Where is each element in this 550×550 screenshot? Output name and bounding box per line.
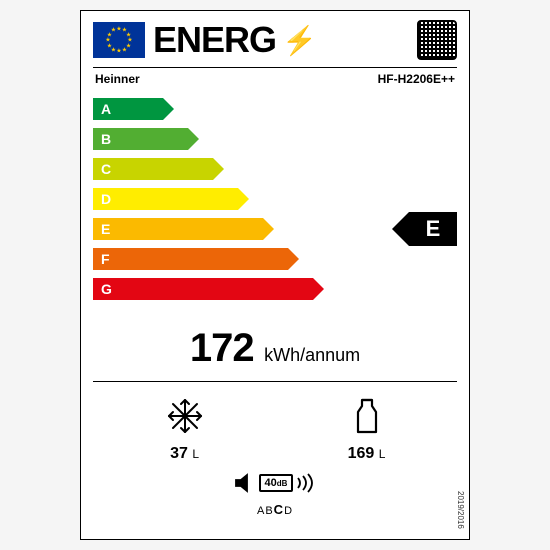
header: ★★★★★★★★★★★★ ENERG ⚡ <box>93 19 457 61</box>
scale-row-a: A <box>93 98 174 120</box>
scale-row-f: F <box>93 248 299 270</box>
freezer-block: 37 L <box>165 396 205 463</box>
noise-classes: ABCD <box>93 502 457 517</box>
model-number: HF-H2206E++ <box>378 72 455 86</box>
fridge-value: 169 <box>348 445 375 462</box>
snowflake-icon <box>165 396 205 436</box>
consumption-unit: kWh/annum <box>264 345 360 365</box>
freezer-unit: L <box>192 447 199 461</box>
noise-unit: dB <box>277 479 288 488</box>
scale-row-e: E <box>93 218 274 240</box>
manufacturer: Heinner <box>95 72 140 86</box>
scale-letter: D <box>93 188 238 210</box>
scale-letter: A <box>93 98 163 120</box>
consumption: 172 kWh/annum <box>93 326 457 382</box>
fridge-unit: L <box>379 447 386 461</box>
fridge-block: 169 L <box>348 396 386 463</box>
scale-row-b: B <box>93 128 199 150</box>
noise-block: 40dB ABCD <box>93 471 457 517</box>
divider <box>93 67 457 68</box>
scale-row-g: G <box>93 278 324 300</box>
regulation-number: 2019/2016 <box>456 491 465 529</box>
eu-flag-icon: ★★★★★★★★★★★★ <box>93 22 145 58</box>
soundwave-icon <box>295 471 317 495</box>
scale-row-c: C <box>93 158 224 180</box>
bolt-icon: ⚡ <box>282 24 317 57</box>
speaker-icon <box>233 471 257 495</box>
compartments-row: 37 L 169 L <box>93 396 457 463</box>
freezer-value: 37 <box>170 445 188 462</box>
efficiency-scale: GFEDCBA E <box>93 98 457 308</box>
noise-class-highlight: C <box>274 502 284 517</box>
scale-letter: C <box>93 158 213 180</box>
brand-row: Heinner HF-H2206E++ <box>93 72 457 86</box>
scale-letter: B <box>93 128 188 150</box>
bottle-icon <box>350 396 384 436</box>
energy-label: ★★★★★★★★★★★★ ENERG ⚡ Heinner HF-H2206E++… <box>80 10 470 540</box>
scale-letter: G <box>93 278 313 300</box>
energy-title: ENERG <box>153 22 276 58</box>
scale-letter: F <box>93 248 288 270</box>
rating-pointer: E <box>392 212 457 246</box>
scale-row-d: D <box>93 188 249 210</box>
consumption-value: 172 <box>190 326 254 370</box>
noise-value: 40 <box>265 477 277 489</box>
rating-letter: E <box>409 212 457 246</box>
qr-code-icon <box>417 20 457 60</box>
noise-value-box: 40dB <box>259 474 294 492</box>
scale-letter: E <box>93 218 263 240</box>
